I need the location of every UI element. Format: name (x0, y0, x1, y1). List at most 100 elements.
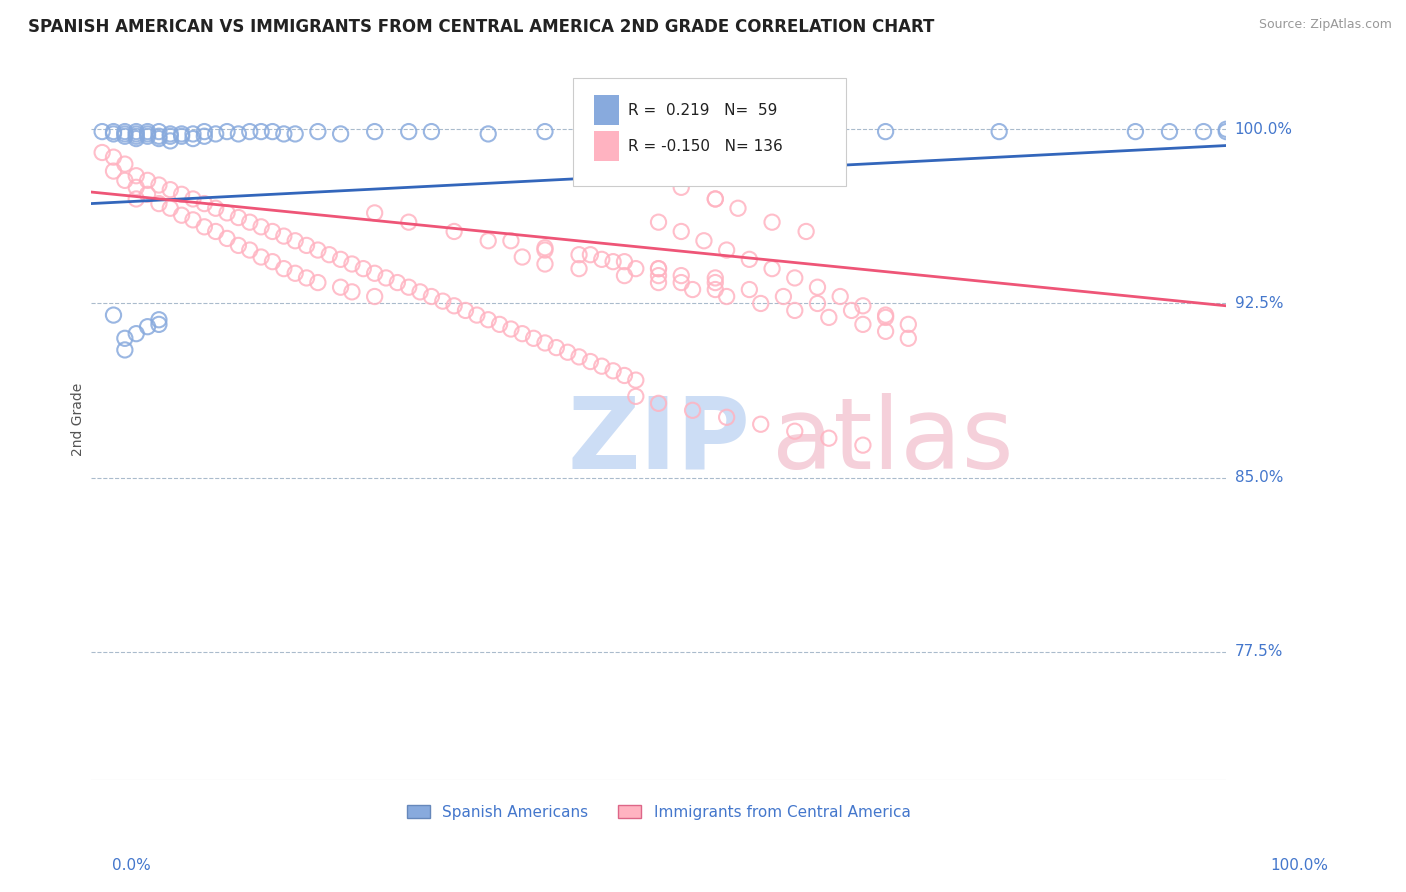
Point (818, 310, 841, 325)
Point (148, 312, 170, 326)
Point (671, 224, 693, 238)
Point (716, 243, 738, 257)
Point (716, 410, 738, 425)
Point (613, 268, 636, 283)
Point (875, 310, 897, 325)
Point (682, 403, 704, 417)
Point (852, 438, 875, 452)
Point (114, 125, 136, 139)
Point (398, 125, 420, 139)
Point (613, 254, 636, 268)
Point (250, 125, 273, 139)
Point (534, 241, 557, 255)
Point (624, 373, 647, 387)
Point (307, 243, 329, 257)
Point (284, 266, 307, 280)
Point (363, 266, 385, 280)
Point (193, 129, 215, 144)
Point (136, 129, 159, 144)
Point (125, 192, 148, 206)
Point (716, 289, 738, 303)
Point (363, 125, 385, 139)
Point (250, 250, 273, 264)
Text: 85.0%: 85.0% (1234, 470, 1282, 485)
Point (284, 127, 307, 141)
Point (1215, 122, 1237, 136)
Point (749, 417, 772, 432)
Point (499, 322, 522, 336)
Point (579, 354, 602, 368)
Point (1215, 125, 1237, 139)
Point (579, 248, 602, 262)
Point (875, 308, 897, 322)
Point (239, 215, 262, 229)
Point (273, 127, 295, 141)
Point (103, 125, 125, 139)
Point (193, 196, 215, 211)
Point (988, 125, 1011, 139)
Point (125, 169, 148, 183)
Point (830, 289, 852, 303)
Point (671, 180, 693, 194)
Point (103, 308, 125, 322)
Point (273, 261, 295, 276)
Point (783, 303, 806, 318)
Point (875, 125, 897, 139)
Point (148, 318, 170, 332)
Point (682, 283, 704, 297)
Point (125, 131, 148, 145)
Point (181, 212, 204, 227)
Point (693, 234, 716, 248)
Point (136, 187, 159, 202)
Point (647, 396, 669, 410)
Point (704, 192, 727, 206)
Point (103, 150, 125, 164)
Point (250, 219, 273, 234)
Point (114, 157, 136, 171)
Point (647, 268, 669, 283)
Point (363, 206, 385, 220)
Point (193, 125, 215, 139)
Point (613, 368, 636, 383)
Point (794, 224, 817, 238)
Point (591, 252, 613, 267)
Point (329, 280, 352, 294)
Point (148, 178, 170, 192)
Point (704, 271, 727, 285)
Point (329, 127, 352, 141)
Point (170, 127, 193, 141)
Point (738, 252, 761, 267)
Point (114, 173, 136, 187)
Point (284, 234, 307, 248)
Point (875, 324, 897, 338)
Point (409, 285, 432, 299)
Point (340, 285, 363, 299)
Point (204, 224, 226, 238)
Point (591, 359, 613, 374)
Point (340, 257, 363, 271)
Point (897, 318, 920, 332)
Point (114, 331, 136, 345)
Point (1159, 125, 1181, 139)
Point (181, 127, 204, 141)
Point (159, 134, 181, 148)
Point (499, 234, 522, 248)
Point (215, 206, 238, 220)
Point (307, 125, 329, 139)
Point (193, 219, 215, 234)
FancyBboxPatch shape (574, 78, 846, 186)
Point (704, 283, 727, 297)
Point (352, 261, 374, 276)
Point (647, 261, 669, 276)
Point (602, 254, 624, 268)
Point (181, 131, 204, 145)
Point (671, 276, 693, 290)
Point (148, 196, 170, 211)
Point (159, 201, 181, 215)
Point (239, 243, 262, 257)
Point (534, 243, 557, 257)
Text: R =  0.219   N=  59: R = 0.219 N= 59 (628, 103, 778, 118)
Point (523, 331, 546, 345)
Point (148, 129, 170, 144)
Point (534, 335, 557, 350)
